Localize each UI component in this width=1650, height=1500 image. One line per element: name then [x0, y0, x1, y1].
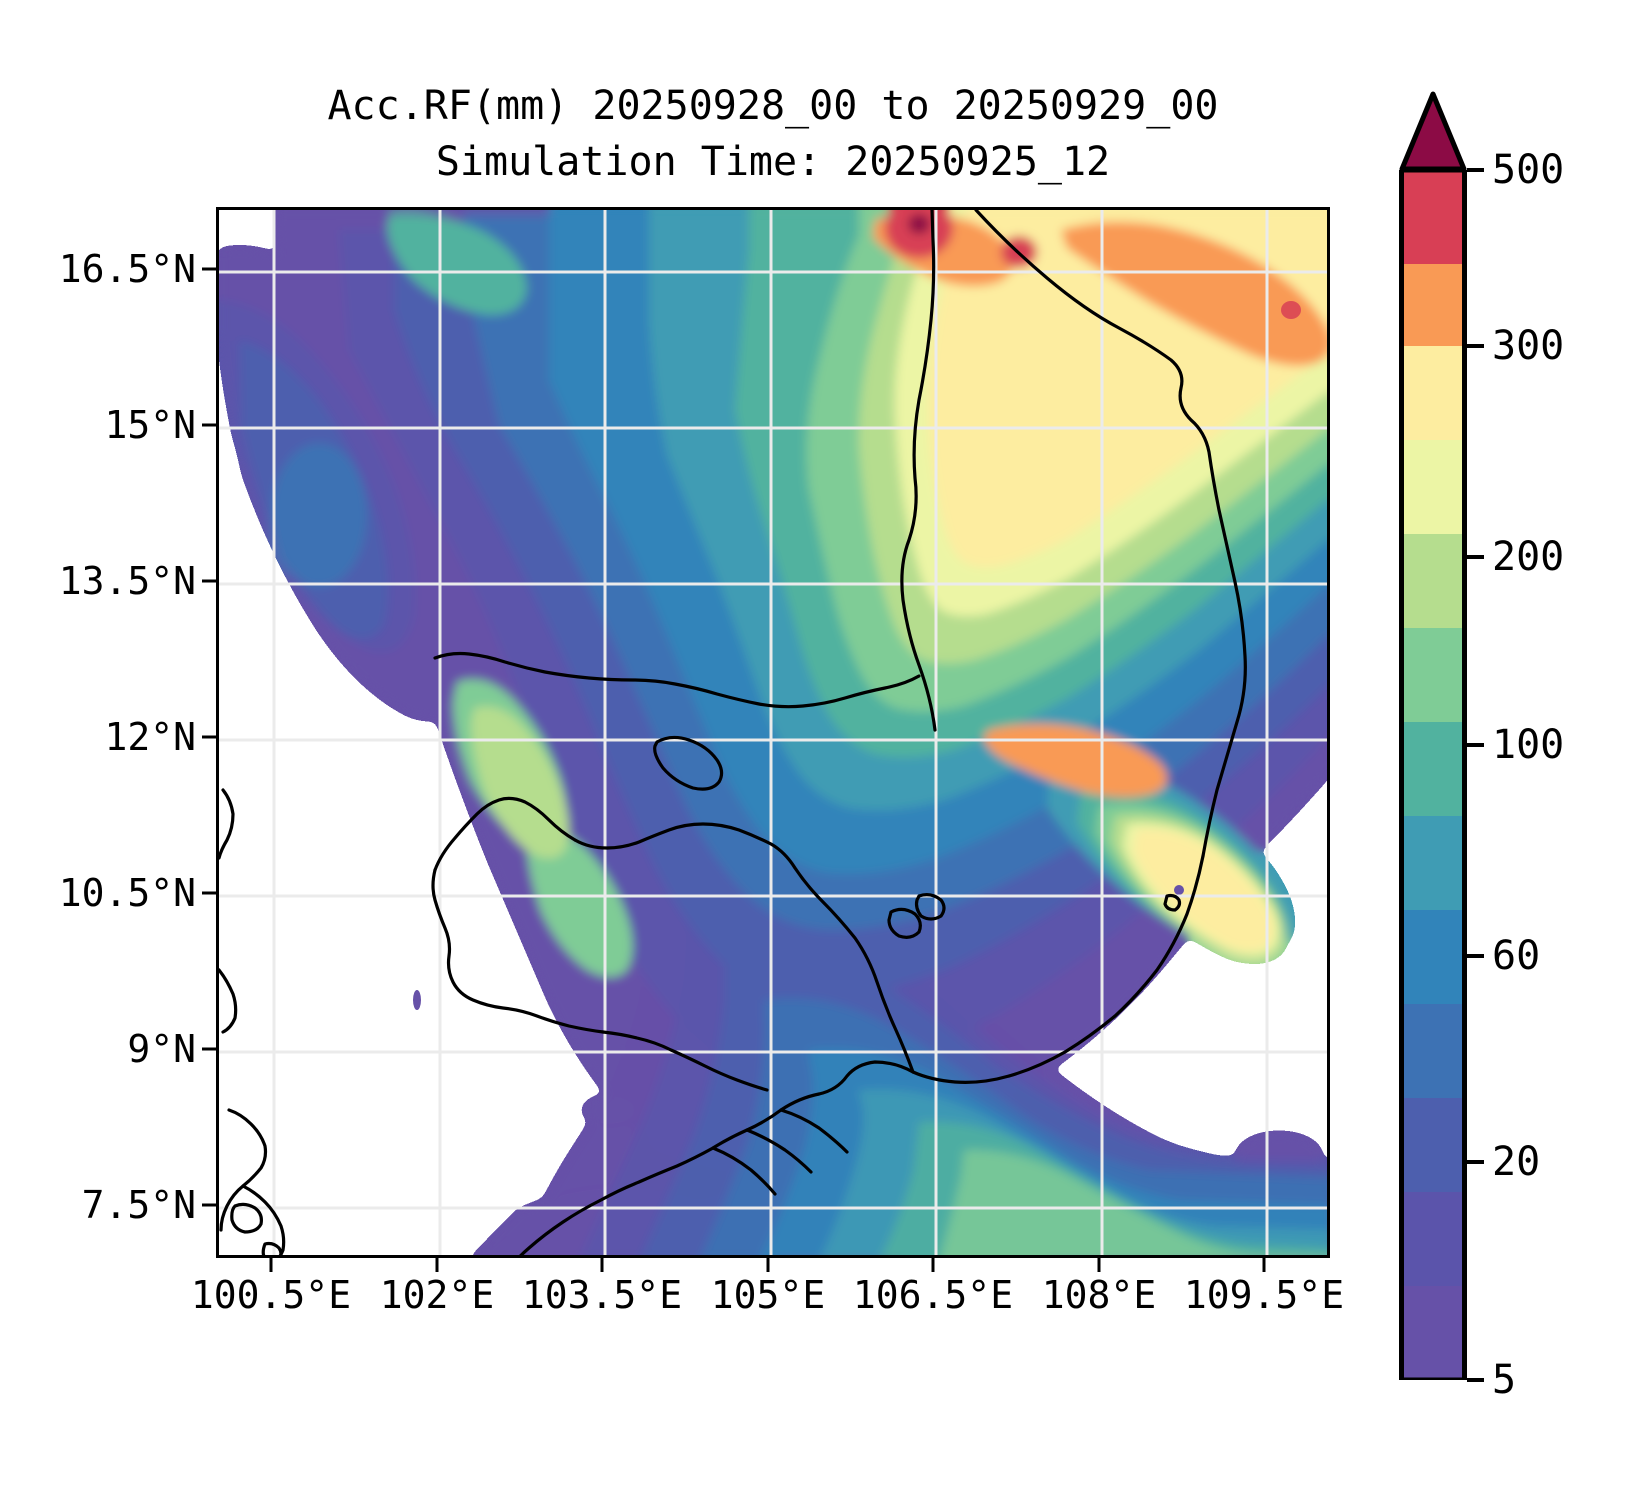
cbtick-mark-100	[1467, 743, 1484, 747]
rainfall-contour-svg	[219, 210, 1327, 1255]
ytick-label-3: 12°N	[104, 715, 196, 759]
colorbar[interactable]	[1399, 170, 1467, 1380]
cbtick-label-100: 100	[1492, 722, 1565, 768]
xtick-label-3: 105°E	[710, 1273, 826, 1317]
ytick-mark-0	[202, 267, 216, 271]
colorbar-swatches	[1399, 170, 1467, 1380]
xtick-label-6: 109.5°E	[1183, 1273, 1345, 1317]
xtick-mark-6	[1262, 1258, 1266, 1272]
cbtick-mark-60	[1467, 954, 1484, 958]
ytick-mark-6	[202, 1203, 216, 1207]
xtick-label-1: 102°E	[379, 1273, 495, 1317]
cbtick-label-20: 20	[1492, 1139, 1541, 1185]
ytick-mark-2	[202, 579, 216, 583]
ytick-label-6: 7.5°N	[81, 1183, 196, 1227]
cbtick-label-60: 60	[1492, 933, 1541, 979]
cbtick-mark-5	[1467, 1378, 1484, 1382]
ytick-label-5: 9°N	[127, 1027, 196, 1071]
xtick-label-2: 103.5°E	[521, 1273, 683, 1317]
ytick-mark-5	[202, 1047, 216, 1051]
cbtick-label-500: 500	[1492, 147, 1565, 193]
map-gridlines	[219, 210, 1327, 1255]
ytick-mark-3	[202, 735, 216, 739]
map-plot-area[interactable]	[216, 207, 1330, 1258]
xtick-mark-4	[931, 1258, 935, 1272]
chart-title: Acc.RF(mm) 20250928_00 to 20250929_00 Si…	[216, 78, 1330, 190]
ytick-mark-4	[202, 891, 216, 895]
coastline-layer	[219, 210, 1247, 1255]
title-line-1: Acc.RF(mm) 20250928_00 to 20250929_00	[327, 83, 1219, 129]
cbtick-mark-300	[1467, 344, 1484, 348]
xtick-mark-5	[1097, 1258, 1101, 1272]
xtick-label-0: 100.5°E	[190, 1273, 352, 1317]
xtick-mark-2	[600, 1258, 604, 1272]
ytick-label-2: 13.5°N	[58, 559, 196, 603]
xtick-mark-3	[766, 1258, 770, 1272]
title-line-2: Simulation Time: 20250925_12	[435, 139, 1111, 185]
ytick-mark-1	[202, 423, 216, 427]
xtick-mark-0	[269, 1258, 273, 1272]
cbtick-label-200: 200	[1492, 534, 1565, 580]
cbtick-label-5: 5	[1492, 1357, 1517, 1403]
ytick-label-1: 15°N	[104, 403, 196, 447]
ytick-label-0: 16.5°N	[58, 247, 196, 291]
cbtick-label-300: 300	[1492, 323, 1565, 369]
cbtick-mark-20	[1467, 1160, 1484, 1164]
xtick-label-5: 108°E	[1041, 1273, 1157, 1317]
cbtick-mark-200	[1467, 555, 1484, 559]
ytick-label-4: 10.5°N	[58, 871, 196, 915]
xtick-mark-1	[435, 1258, 439, 1272]
xtick-label-4: 106.5°E	[852, 1273, 1014, 1317]
cbtick-mark-500	[1467, 168, 1484, 172]
colorbar-extend-arrow	[1399, 91, 1467, 171]
